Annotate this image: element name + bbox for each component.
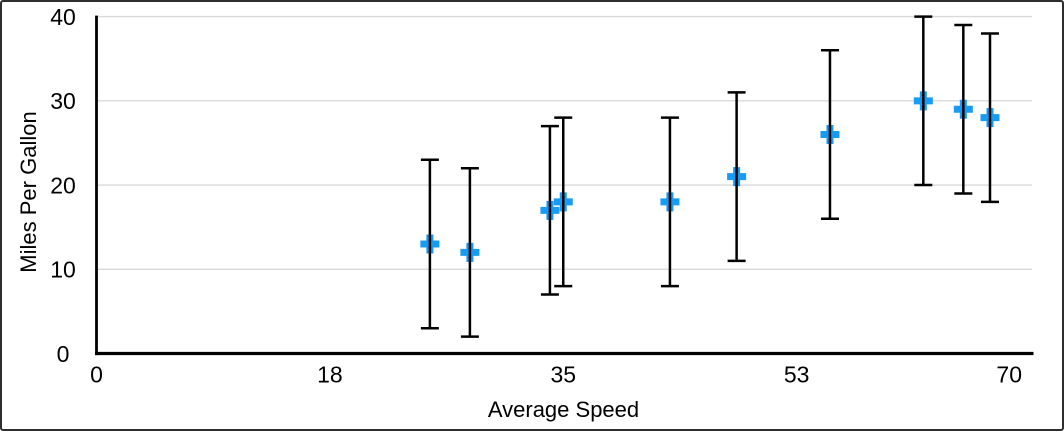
y-axis-title: Miles Per Gallon: [16, 111, 41, 273]
y-tick-label: 40: [50, 4, 76, 30]
x-tick-label: 70: [996, 361, 1022, 387]
x-axis-title: Average Speed: [487, 397, 640, 422]
y-tick-label: 30: [50, 88, 76, 114]
x-tick-label: 35: [550, 361, 576, 387]
y-tick-label: 20: [50, 172, 76, 198]
y-tick-label: 0: [57, 341, 70, 367]
x-tick-label: 0: [90, 361, 103, 387]
x-tick-label: 53: [784, 361, 810, 387]
y-tick-label: 10: [50, 257, 76, 283]
x-tick-label: 18: [317, 361, 343, 387]
